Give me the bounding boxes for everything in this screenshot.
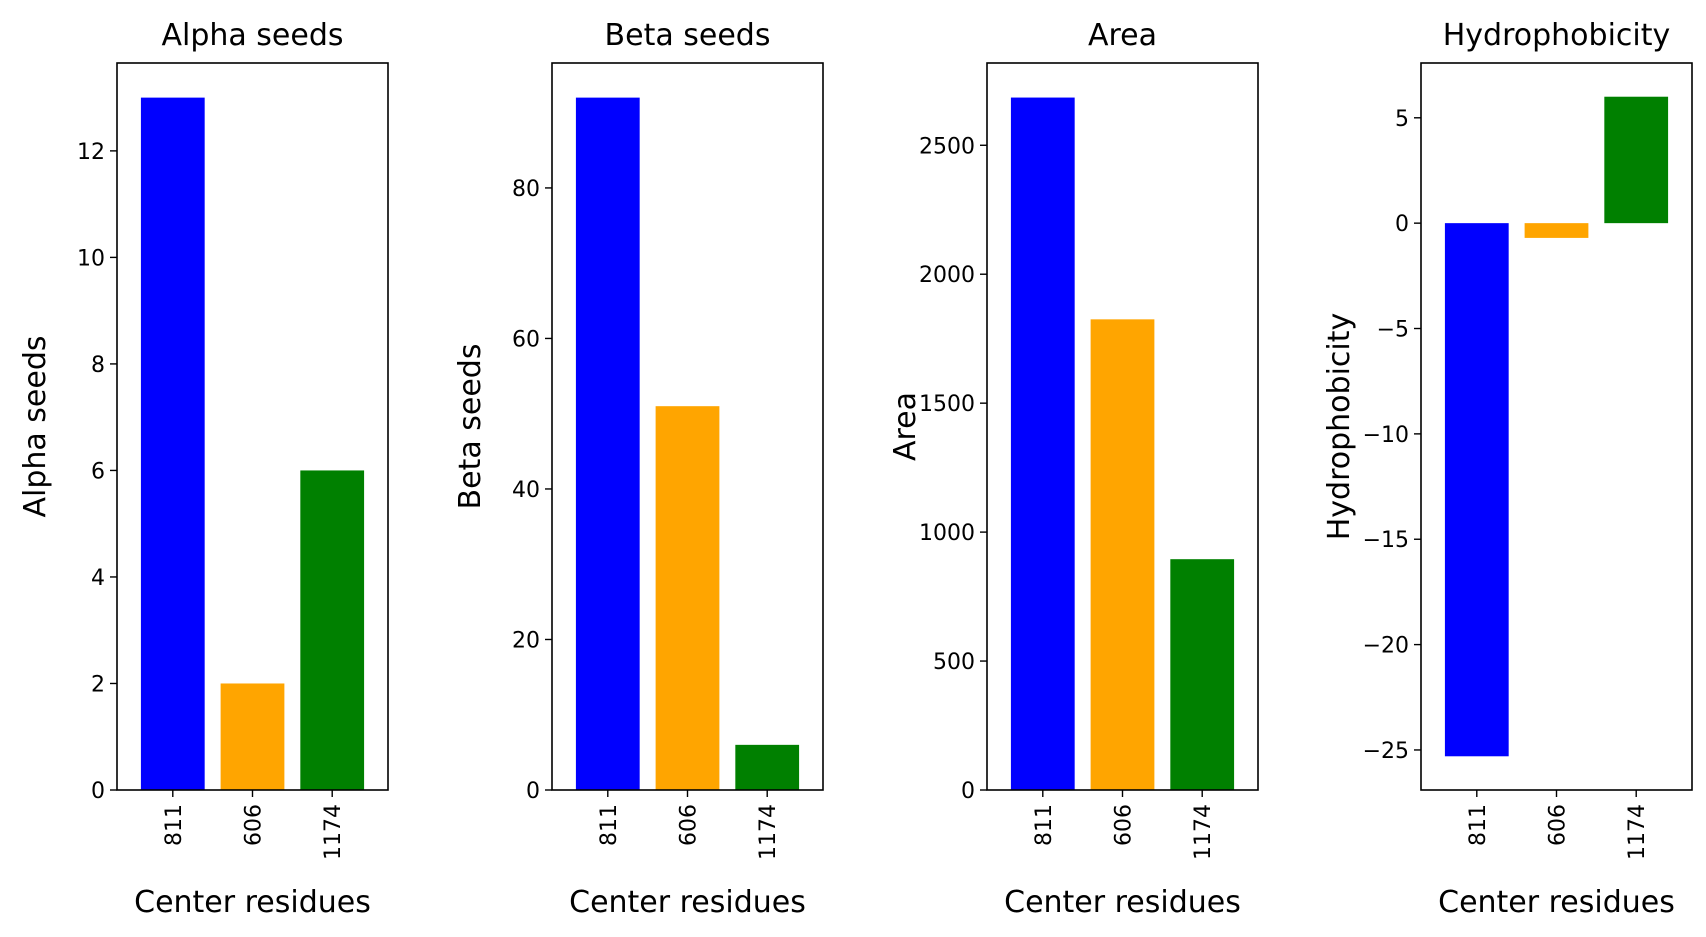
y-tick-label: 0 bbox=[961, 779, 975, 804]
bar-1174 bbox=[735, 744, 800, 790]
bar-811 bbox=[140, 97, 205, 791]
y-tick-label: 0 bbox=[1395, 212, 1409, 237]
x-tick-label: 1174 bbox=[1625, 804, 1650, 860]
y-tick-label: 2 bbox=[91, 672, 105, 697]
y-tick-label: 60 bbox=[512, 327, 540, 352]
x-tick-label: 606 bbox=[1112, 804, 1137, 846]
y-tick-label: 12 bbox=[77, 140, 105, 165]
y-tick-label: −20 bbox=[1363, 634, 1409, 659]
x-tick-label: 1174 bbox=[756, 804, 781, 860]
chart-title: Beta seeds bbox=[605, 18, 771, 53]
y-tick-label: 20 bbox=[512, 628, 540, 653]
y-tick-label: 500 bbox=[933, 650, 975, 675]
y-tick-label: 10 bbox=[77, 246, 105, 271]
y-tick-label: 40 bbox=[512, 478, 540, 503]
x-tick-label: 606 bbox=[242, 804, 267, 846]
bar-606 bbox=[1090, 319, 1155, 790]
x-axis-label: Center residues bbox=[134, 885, 371, 920]
bar-606 bbox=[220, 683, 285, 790]
y-tick-label: 0 bbox=[526, 779, 540, 804]
bar-606 bbox=[1524, 223, 1589, 238]
y-tick-label: 2500 bbox=[919, 134, 975, 159]
bar-1174 bbox=[1170, 559, 1235, 790]
chart-panel-2: 0 20 40 60 80 811 606 1174 Beta seeds Center resi… bbox=[453, 18, 824, 920]
bar-811 bbox=[1010, 97, 1075, 791]
y-tick-label: −15 bbox=[1363, 528, 1409, 553]
x-tick-label: 811 bbox=[162, 804, 187, 846]
x-tick-label: 606 bbox=[677, 804, 702, 846]
y-tick-label: −25 bbox=[1363, 739, 1409, 764]
chart-title: Area bbox=[1088, 18, 1157, 53]
x-tick-label: 811 bbox=[1466, 804, 1491, 846]
y-tick-label: −10 bbox=[1363, 423, 1409, 448]
y-axis-label: Beta seeds bbox=[453, 344, 488, 510]
chart-panel-3: 0 500 1000 1500 2000 2500 811 606 1174 Area Center… bbox=[888, 18, 1259, 920]
y-tick-label: 5 bbox=[1395, 107, 1409, 132]
y-axis-label: Area bbox=[888, 392, 923, 461]
x-axis-label: Center residues bbox=[569, 885, 806, 920]
y-tick-label: 80 bbox=[512, 177, 540, 202]
y-tick-label: 6 bbox=[91, 459, 105, 484]
bar-1174 bbox=[1604, 96, 1669, 224]
y-axis-label: Hydrophobicity bbox=[1322, 313, 1357, 541]
bar-1174 bbox=[300, 470, 365, 790]
y-tick-label: 4 bbox=[91, 566, 105, 591]
x-tick-label: 1174 bbox=[1191, 804, 1216, 860]
x-axis-label: Center residues bbox=[1004, 885, 1241, 920]
y-axis-label: Alpha seeds bbox=[18, 335, 53, 517]
y-tick-label: 1000 bbox=[919, 521, 975, 546]
bar-606 bbox=[655, 406, 720, 790]
y-tick-label: 2000 bbox=[919, 263, 975, 288]
bar-811 bbox=[1444, 223, 1509, 757]
chart-panel-1: 0 2 4 6 8 10 12 811 606 1174 Alpha seeds Center res… bbox=[18, 18, 389, 920]
x-tick-label: 1174 bbox=[321, 804, 346, 860]
x-axis-label: Center residues bbox=[1438, 885, 1675, 920]
y-tick-label: 1500 bbox=[919, 392, 975, 417]
x-tick-label: 606 bbox=[1546, 804, 1571, 846]
bar-811 bbox=[575, 97, 640, 791]
chart-panel-4: −25 −20 −15 −10 −5 0 5 811 606 1174 Hydrophobicity… bbox=[1322, 18, 1693, 920]
chart-title: Hydrophobicity bbox=[1443, 18, 1671, 53]
x-tick-label: 811 bbox=[597, 804, 622, 846]
y-tick-label: 8 bbox=[91, 353, 105, 378]
y-tick-label: −5 bbox=[1377, 318, 1409, 343]
chart-title: Alpha seeds bbox=[161, 18, 343, 53]
y-tick-label: 0 bbox=[91, 779, 105, 804]
x-tick-label: 811 bbox=[1032, 804, 1057, 846]
